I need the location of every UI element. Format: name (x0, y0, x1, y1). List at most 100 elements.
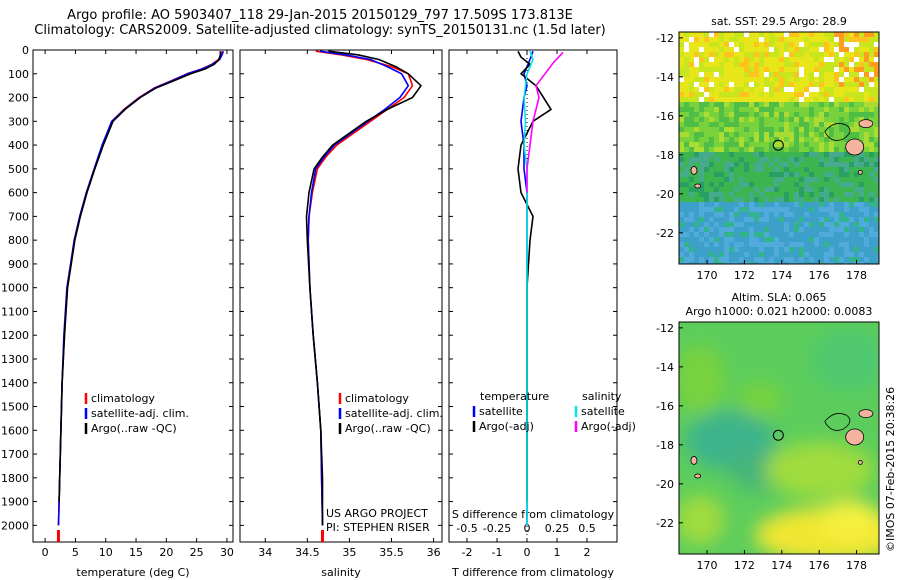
sst-map-cell (799, 162, 805, 168)
sst-map-cell (739, 232, 745, 238)
sst-map-cell (764, 92, 770, 98)
sst-map-cell (714, 157, 720, 163)
salinity-xtick-label: 35 (342, 546, 356, 559)
sst-map-cell (759, 127, 765, 133)
sst-map-cell (824, 147, 830, 153)
sst-map-cell (834, 237, 840, 243)
sst-map-cell (859, 257, 865, 263)
sst-map-cell (799, 132, 805, 138)
sst-map-cell (734, 217, 740, 223)
sst-map-cell (704, 117, 710, 123)
sst-map-cell (709, 72, 715, 78)
sst-map-cell (759, 207, 765, 213)
sst-map-cell (739, 187, 745, 193)
sst-map-cell (739, 192, 745, 198)
sst-map-cell (769, 72, 775, 78)
temperature-xtick-label: 25 (190, 546, 204, 559)
sst-map-cell (764, 152, 770, 158)
sst-map-cell (759, 237, 765, 243)
sst-map-cell (829, 197, 835, 203)
sst-map-cell (704, 82, 710, 88)
sst-map-cell (794, 37, 800, 43)
sst-map-cell (679, 122, 685, 128)
sst-map-cell (844, 107, 850, 113)
difference-series-2 (523, 50, 534, 526)
sst-map-cell (739, 127, 745, 133)
sst-map-cell (794, 32, 800, 38)
sst-map-cell (779, 147, 785, 153)
sst-map-cell (809, 102, 815, 108)
sst-map-cell (684, 252, 690, 258)
sst-map-cell (809, 127, 815, 133)
sst-map-cell (769, 162, 775, 168)
sst-map-cell (829, 92, 835, 98)
sst-map-cell (739, 212, 745, 218)
sst-map-cell (769, 182, 775, 188)
sst-map-cell (759, 132, 765, 138)
sst-map-cell (774, 112, 780, 118)
sst-map-cell (704, 62, 710, 68)
sst-map-cell (839, 47, 845, 53)
sst-map-cell (799, 107, 805, 113)
sst-map-cell (744, 162, 750, 168)
sst-map-cell (864, 57, 870, 63)
sst-map-cell (794, 112, 800, 118)
sst-map-cell (689, 192, 695, 198)
sst-map-cell (734, 262, 740, 264)
sst-map-cell (769, 132, 775, 138)
sst-map-cell (724, 102, 730, 108)
sst-map-cell (834, 57, 840, 63)
sst-map-cell (824, 62, 830, 68)
sst-map-cell (829, 97, 835, 103)
sst-map-cell (774, 242, 780, 248)
sst-map-cell (734, 202, 740, 208)
sst-map-cell (684, 242, 690, 248)
sst-map-cell (844, 227, 850, 233)
sst-map-cell (784, 32, 790, 38)
sst-map-cell (814, 212, 820, 218)
sst-map-cell (799, 77, 805, 83)
sst-map-cell (679, 87, 685, 93)
sst-map-cell (854, 32, 860, 38)
sst-map-cell (684, 137, 690, 143)
sst-map-cell (754, 227, 760, 233)
sst-map-cell (779, 87, 785, 93)
sst-map-cell (719, 262, 725, 264)
depth-tick-label: 600 (8, 187, 29, 200)
sst-map-cell (719, 37, 725, 43)
sst-map-cell (694, 137, 700, 143)
sst-map-cell (684, 92, 690, 98)
sst-map-cell (729, 177, 735, 183)
sst-map-cell (714, 67, 720, 73)
sst-map-cell (734, 97, 740, 103)
sst-map-cell (789, 152, 795, 158)
sst-map-cell (789, 187, 795, 193)
sst-map-cell (864, 247, 870, 253)
sst-map-cell (869, 67, 875, 73)
sst-map-cell (774, 137, 780, 143)
sst-map-cell (814, 127, 820, 133)
sst-map-cell (864, 202, 870, 208)
sst-map-cell (839, 147, 845, 153)
sst-map-cell (839, 112, 845, 118)
sst-map-cell (694, 212, 700, 218)
sst-map-cell (739, 97, 745, 103)
sst-map-cell (784, 52, 790, 58)
sst-map-cell (804, 112, 810, 118)
difference-series-group (517, 50, 564, 526)
temperature-xtick-label: 15 (129, 546, 143, 559)
sst-map-cell (774, 72, 780, 78)
sst-map-cell (824, 52, 830, 58)
sst-map-cell (774, 212, 780, 218)
sst-map-cell (804, 97, 810, 103)
sst-map-cell (864, 252, 870, 258)
sst-map-cell (839, 37, 845, 43)
sst-map-cell (759, 212, 765, 218)
sst-map-cell (869, 117, 875, 123)
sst-map-cell (759, 102, 765, 108)
sst-map-cell (779, 187, 785, 193)
sst-map-cell (799, 192, 805, 198)
sst-map-cell (709, 102, 715, 108)
sst-map-cell (779, 157, 785, 163)
sst-map-cell (829, 252, 835, 258)
